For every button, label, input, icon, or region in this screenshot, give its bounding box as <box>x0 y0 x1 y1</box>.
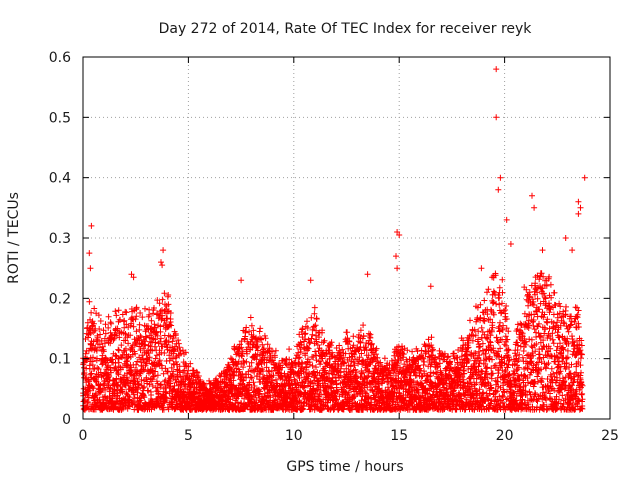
axis-ticks <box>82 56 611 420</box>
y-tick-label: 0.1 <box>49 352 71 368</box>
chart-title: Day 272 of 2014, Rate Of TEC Index for r… <box>159 21 533 37</box>
x-tick-label: 15 <box>390 428 408 444</box>
y-tick-label: 0.4 <box>49 171 71 187</box>
x-axis-label: GPS time / hours <box>286 459 403 475</box>
y-tick-labels: 0 0.1 0.2 0.3 0.4 0.5 0.6 <box>49 50 71 428</box>
x-tick-label: 10 <box>285 428 303 444</box>
y-tick-label: 0.5 <box>49 110 71 126</box>
y-tick-label: 0.2 <box>49 291 71 307</box>
y-tick-label: 0 <box>62 412 71 428</box>
x-tick-labels: 0 5 10 15 20 25 <box>79 428 619 444</box>
x-tick-label: 5 <box>184 428 193 444</box>
y-tick-label: 0.6 <box>49 50 71 66</box>
data-points <box>80 66 588 413</box>
x-tick-label: 20 <box>496 428 514 444</box>
x-tick-label: 0 <box>79 428 88 444</box>
x-tick-label: 25 <box>601 428 619 444</box>
y-axis-label: ROTI / TECUs <box>6 192 22 284</box>
y-tick-label: 0.3 <box>49 231 71 247</box>
roti-point <box>80 66 588 413</box>
